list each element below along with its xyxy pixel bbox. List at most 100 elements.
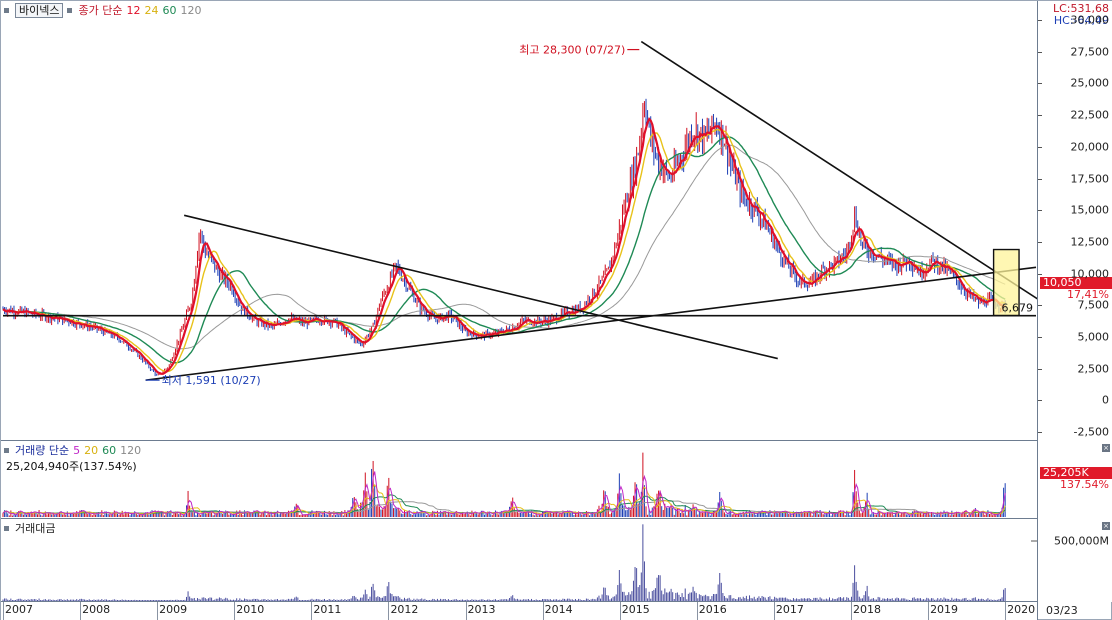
price-tick-mark xyxy=(1038,305,1042,307)
year-label: 2020 xyxy=(1007,603,1036,616)
year-tick-mark xyxy=(157,602,159,620)
year-label: 2013 xyxy=(467,603,496,616)
year-label: 2009 xyxy=(159,603,188,616)
year-tick-mark xyxy=(234,602,236,620)
year-label: 2015 xyxy=(621,603,650,616)
trendline-descending[interactable] xyxy=(640,40,1037,316)
current-price-tag: 10,050 xyxy=(1040,277,1112,289)
volume-value: 25,204,940주(137.54%) xyxy=(6,460,137,473)
legend-marker-icon xyxy=(4,447,9,453)
price-tick-mark xyxy=(1038,210,1042,212)
legend-marker-icon xyxy=(67,7,73,13)
price-tick-mark xyxy=(1038,432,1042,434)
price-tick-label: -2,500 xyxy=(1073,425,1109,439)
price-tick-label: 10,000 xyxy=(1070,267,1110,281)
year-tick-mark xyxy=(619,602,621,620)
trendline-rising[interactable] xyxy=(145,266,1037,381)
ma60-line xyxy=(2,136,1006,364)
price-chart[interactable]: 최고 28,300 (07/27) 최저 1,591 (10/27) 6,679 xyxy=(1,1,1037,441)
price-tick-mark xyxy=(1038,83,1042,85)
price-tick-label: 7,500 xyxy=(1077,298,1110,312)
amount-label: 거래대금 xyxy=(15,522,56,535)
legend-marker-icon xyxy=(4,525,9,531)
volume-ma-20: 20 xyxy=(84,443,99,457)
hline-value: 6,679 xyxy=(1002,302,1034,315)
volume-ma-5: 5 xyxy=(73,443,81,457)
volume-ma-60: 60 xyxy=(102,443,117,457)
price-ma-60: 60 xyxy=(162,3,177,17)
price-tick-mark xyxy=(1038,178,1042,180)
high-annotation: 최고 28,300 (07/27) xyxy=(519,44,625,57)
price-pane[interactable]: 최고 28,300 (07/27) 최저 1,591 (10/27) 6,679 바… xyxy=(1,1,1037,441)
volume-legend: 거래량 단순 5 20 60 120 xyxy=(4,442,141,458)
cursor-date: 03/23 xyxy=(1046,604,1078,617)
year-tick-mark xyxy=(850,602,852,620)
volume-ma5-line xyxy=(2,471,1006,516)
year-tick-mark xyxy=(542,602,544,620)
date-corner: 03/23 xyxy=(1037,602,1112,620)
price-tick-label: 30,000 xyxy=(1070,13,1110,27)
price-tick-label: 20,000 xyxy=(1070,140,1110,154)
year-label: 2017 xyxy=(775,603,804,616)
amount-chart[interactable] xyxy=(1,519,1037,602)
year-tick-mark xyxy=(928,602,930,620)
price-tick-mark xyxy=(1038,51,1042,53)
price-tick-mark xyxy=(1038,115,1042,117)
price-axis[interactable]: LC:531,68 HC:-64,49 10,050 17,41% 30,000… xyxy=(1037,1,1112,441)
year-tick-mark xyxy=(465,602,467,620)
price-ma-24: 24 xyxy=(144,3,159,17)
volume-bars xyxy=(2,452,1006,517)
amount-legend: 거래대금 xyxy=(4,520,55,536)
price-tick-mark xyxy=(1038,146,1042,148)
date-axis[interactable]: 2007 2008 2009 2010 2011 2012 2013 2014 2015 2016… xyxy=(1,602,1037,620)
price-tick-mark xyxy=(1038,368,1042,370)
price-tick-mark xyxy=(1038,337,1042,339)
hc-readout: HC:-64,49 xyxy=(1053,14,1109,27)
volume-tag: 25,205K xyxy=(1040,467,1112,479)
price-tick-label: 5,000 xyxy=(1077,330,1110,344)
price-tick-mark xyxy=(1038,273,1042,275)
year-tick-mark xyxy=(388,602,390,620)
close-volume-icon[interactable]: × xyxy=(1102,444,1110,452)
year-label: 2014 xyxy=(544,603,573,616)
close-amount-icon[interactable]: × xyxy=(1102,522,1110,530)
amount-axis[interactable]: × 500,000M xyxy=(1037,519,1112,602)
price-tick-label: 12,500 xyxy=(1070,235,1110,249)
highlight-box[interactable] xyxy=(992,248,1020,317)
amount-tick-label: 500,000M xyxy=(1054,534,1109,548)
year-label: 2010 xyxy=(236,603,265,616)
trendline-falling[interactable] xyxy=(183,214,778,360)
price-legend: 바이넥스 종가 단순 12 24 60 120 xyxy=(4,2,201,18)
price-tick-label: 2,500 xyxy=(1077,362,1110,376)
year-tick-mark xyxy=(3,602,4,620)
current-price-pct: 17,41% xyxy=(1067,288,1109,301)
price-tick-mark xyxy=(1038,20,1042,22)
year-label: 2019 xyxy=(930,603,959,616)
volume-ma-label: 거래량 단순 xyxy=(15,444,70,457)
volume-pane[interactable]: 거래량 단순 5 20 60 120 25,204,940주(137.54%) xyxy=(1,441,1037,519)
stock-name-box[interactable]: 바이넥스 xyxy=(15,2,64,18)
low-annotation: 최저 1,591 (10/27) xyxy=(162,374,261,387)
amount-pane[interactable]: 거래대금 xyxy=(1,519,1037,602)
volume-axis[interactable]: × 25,205K 137.54% xyxy=(1037,441,1112,519)
year-tick-mark xyxy=(1005,602,1007,620)
price-tick-mark xyxy=(1038,400,1042,402)
legend-marker-icon xyxy=(4,7,9,13)
price-tick-mark xyxy=(1038,241,1042,243)
year-tick-mark xyxy=(696,602,698,620)
price-tick-label: 0 xyxy=(1102,393,1109,407)
year-tick-mark xyxy=(311,602,313,620)
price-ma-12: 12 xyxy=(126,3,141,17)
ma120-line xyxy=(2,144,1006,350)
year-tick-mark xyxy=(773,602,775,620)
ma12-line xyxy=(2,117,1006,375)
price-tick-label: 22,500 xyxy=(1070,108,1110,122)
year-label: 2008 xyxy=(82,603,111,616)
year-label: 2018 xyxy=(852,603,881,616)
price-tick-label: 27,500 xyxy=(1070,45,1110,59)
price-ma-label: 종가 단순 xyxy=(78,4,123,17)
volume-chart[interactable] xyxy=(1,441,1037,519)
price-tick-label: 17,500 xyxy=(1070,172,1110,186)
year-label: 2016 xyxy=(698,603,727,616)
year-tick-mark xyxy=(80,602,82,620)
